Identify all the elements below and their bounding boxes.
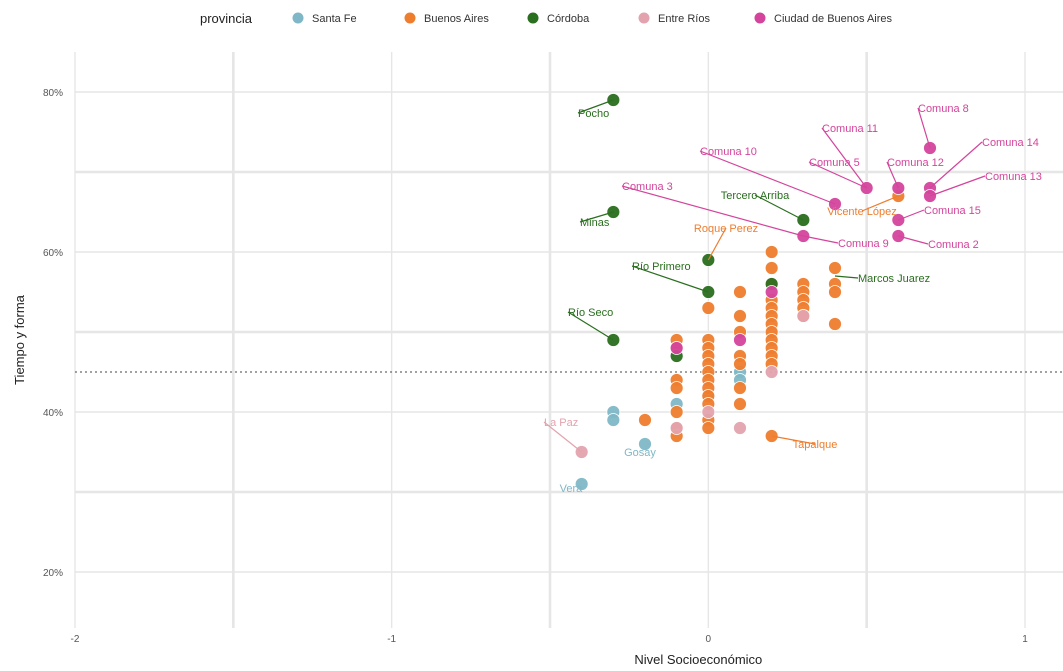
y-axis-ticks: 20% 40% 60% 80%	[43, 88, 63, 579]
leader-line	[803, 235, 839, 244]
leader-line	[631, 265, 709, 293]
leader-line	[898, 209, 925, 221]
data-point	[764, 245, 779, 259]
data-point	[796, 309, 811, 323]
data-points	[574, 93, 937, 491]
leader-line	[898, 235, 929, 245]
leader-line	[929, 141, 983, 189]
y-tick-label: 40%	[43, 408, 63, 419]
legend-marker	[527, 12, 539, 24]
y-axis-title: Tiempo y forma	[12, 294, 27, 385]
leader-line	[886, 161, 899, 189]
point-label: Comuna 12	[887, 157, 944, 169]
data-point	[733, 357, 747, 371]
leader-line	[754, 194, 804, 221]
leader-line	[861, 195, 899, 212]
data-point	[733, 421, 747, 435]
leader-line	[707, 227, 727, 261]
legend-marker	[292, 12, 304, 24]
x-tick-label: 0	[706, 634, 712, 645]
data-point	[733, 333, 747, 347]
point-label: Río Seco	[568, 307, 613, 319]
legend-marker	[638, 12, 650, 24]
point-label: Comuna 14	[982, 137, 1039, 149]
point-label: Tapalque	[793, 439, 838, 451]
leader-line	[699, 150, 836, 205]
leader-line	[808, 161, 867, 189]
point-label: Vera	[560, 483, 584, 495]
point-label: Comuna 13	[985, 171, 1042, 183]
legend-entry: Córdoba	[547, 13, 590, 25]
point-label: Comuna 2	[928, 239, 979, 251]
data-point	[606, 413, 621, 427]
legend-entry: Santa Fe	[312, 13, 357, 25]
point-label: Tercero Arriba	[721, 190, 790, 202]
legend-title: provincia	[200, 11, 253, 26]
point-label: Río Primero	[632, 261, 691, 273]
point-label: Comuna 5	[809, 157, 860, 169]
y-tick-label: 80%	[43, 88, 63, 99]
point-label: Gosay	[624, 447, 656, 459]
legend-entry: Ciudad de Buenos Aires	[774, 13, 893, 25]
y-tick-label: 20%	[43, 568, 63, 579]
leader-line	[579, 211, 614, 223]
legend-marker	[754, 12, 766, 24]
point-label: Vicente López	[827, 206, 897, 218]
x-axis-title: Nivel Socioeconómico	[634, 652, 762, 667]
data-point	[701, 405, 716, 419]
point-label: Comuna 10	[700, 146, 757, 158]
x-tick-label: 1	[1022, 634, 1028, 645]
leader-line	[821, 127, 868, 189]
leader-line	[929, 175, 986, 197]
data-point	[764, 285, 779, 299]
gridlines	[74, 52, 1063, 628]
data-point	[669, 405, 684, 419]
point-label: Comuna 8	[918, 103, 969, 115]
leader-line	[771, 435, 816, 445]
point-label: Comuna 15	[924, 205, 981, 217]
point-label: Comuna 11	[822, 123, 878, 135]
data-point	[701, 301, 716, 315]
data-point	[764, 261, 779, 275]
leader-line	[567, 311, 614, 341]
leader-line	[917, 107, 931, 149]
data-point	[733, 381, 747, 395]
leader-line	[543, 421, 583, 453]
x-tick-label: -1	[387, 634, 396, 645]
point-label: Minas	[580, 217, 610, 229]
point-label: Comuna 3	[622, 181, 673, 193]
point-labels: Gosay Vera Roque Perez Tapalque Vicente Lópe…	[543, 99, 1042, 495]
data-point	[638, 437, 652, 451]
point-label: Roque Perez	[694, 223, 758, 235]
data-point	[764, 365, 779, 379]
point-label: Pocho	[578, 108, 609, 120]
data-point	[574, 477, 589, 491]
y-tick-label: 60%	[43, 248, 63, 259]
data-point	[669, 421, 684, 435]
point-label: Marcos Juarez	[858, 273, 930, 285]
data-point	[733, 285, 747, 299]
legend-items: Santa Fe Buenos Aires Córdoba Entre Ríos Ciu…	[292, 12, 893, 25]
legend: provincia Santa Fe Buenos Aires Córdoba Ent…	[200, 11, 893, 26]
x-tick-label: -2	[71, 634, 80, 645]
data-point	[828, 261, 842, 275]
data-point	[733, 309, 747, 323]
leader-line	[577, 99, 614, 114]
point-label: La Paz	[544, 417, 578, 429]
legend-entry: Buenos Aires	[424, 13, 489, 25]
leader-line	[621, 185, 804, 237]
point-label: Comuna 9	[838, 238, 889, 250]
data-point	[733, 397, 747, 411]
data-point	[669, 341, 684, 355]
data-point	[638, 413, 652, 427]
data-point	[701, 421, 716, 435]
data-point	[669, 381, 684, 395]
data-point	[828, 285, 842, 299]
legend-entry: Entre Ríos	[658, 13, 710, 25]
data-point	[828, 317, 842, 331]
x-axis-ticks: -2 -1 0 1	[71, 634, 1029, 645]
leader-line	[834, 275, 859, 279]
legend-marker	[404, 12, 416, 24]
